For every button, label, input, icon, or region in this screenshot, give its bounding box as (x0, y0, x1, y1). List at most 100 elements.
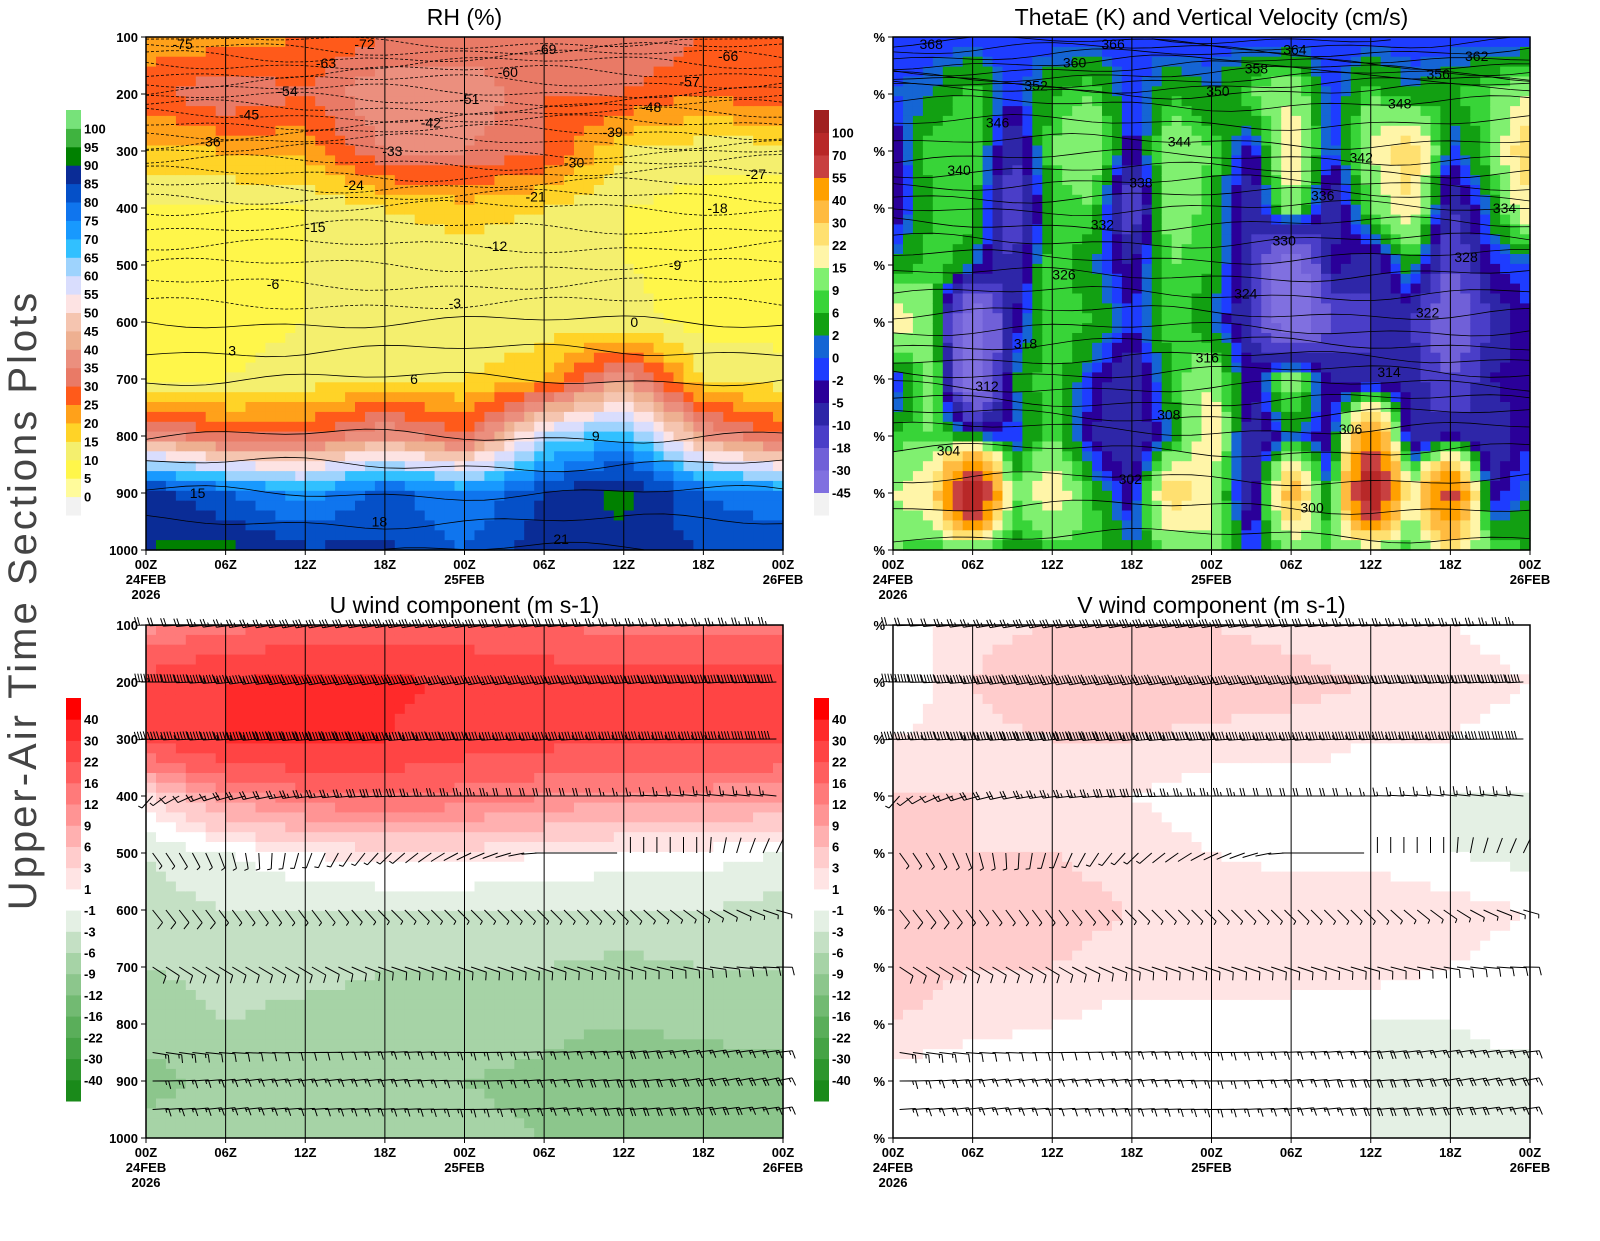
field-cell (554, 313, 565, 324)
field-cell (604, 382, 615, 393)
field-cell (1152, 323, 1163, 334)
field-cell (405, 422, 416, 433)
field-cell (674, 146, 685, 157)
field-cell (325, 303, 336, 314)
field-cell (1172, 422, 1183, 433)
field-cell (295, 254, 306, 265)
field-cell (385, 451, 396, 462)
field-cell (206, 234, 217, 245)
field-cell (1152, 155, 1163, 166)
field-cell (963, 195, 974, 206)
field-cell (1012, 294, 1023, 305)
field-cell (913, 461, 924, 472)
field-cell (494, 323, 505, 334)
field-cell (494, 165, 505, 176)
field-cell (993, 343, 1004, 354)
field-cell (693, 313, 704, 324)
field-cell (405, 106, 416, 117)
field-cell (644, 422, 655, 433)
field-cell (325, 126, 336, 137)
field-cell (445, 471, 456, 482)
field-cell (494, 333, 505, 344)
field-cell (1062, 313, 1073, 324)
field-cell (1132, 402, 1143, 413)
field-cell (723, 343, 734, 354)
field-cell (624, 244, 635, 255)
field-cell (365, 471, 376, 482)
field-cell (156, 234, 167, 245)
field-cell (385, 313, 396, 324)
field-cell (465, 126, 476, 137)
field-cell (395, 313, 406, 324)
field-cell (943, 333, 954, 344)
field-cell (445, 363, 456, 374)
field-cell (753, 520, 764, 531)
field-cell (973, 47, 984, 58)
field-cell (176, 323, 187, 334)
field-cell (654, 274, 665, 285)
field-cell (166, 343, 177, 354)
field-cell (1022, 363, 1033, 374)
field-cell (693, 412, 704, 423)
field-cell (753, 106, 764, 117)
field-cell (355, 412, 366, 423)
field-cell (664, 77, 675, 88)
colorbar-label: 80 (84, 195, 98, 210)
field-cell (943, 185, 954, 196)
field-cell (644, 392, 655, 403)
field-cell (345, 511, 356, 522)
field-cell (584, 333, 595, 344)
field-cell (465, 224, 476, 235)
field-cell (524, 274, 535, 285)
field-cell (564, 264, 575, 275)
field-cell (365, 372, 376, 383)
field-cell (973, 363, 984, 374)
field-cell (703, 392, 714, 403)
field-cell (574, 205, 585, 216)
field-cell (1022, 511, 1033, 522)
field-cell (534, 481, 545, 492)
field-cell (544, 106, 555, 117)
field-cell (554, 106, 565, 117)
field-cell (564, 402, 575, 413)
field-cell (315, 96, 326, 107)
field-cell (1052, 254, 1063, 265)
field-cell (713, 343, 724, 354)
colorbar-label: 65 (84, 250, 98, 265)
field-cell (1003, 244, 1014, 255)
field-cell (684, 126, 695, 137)
field-cell (733, 382, 744, 393)
field-cell (544, 481, 555, 492)
field-cell (614, 392, 625, 403)
x-date-label: 24FEB (126, 572, 166, 587)
field-cell (226, 205, 237, 216)
field-cell (963, 412, 974, 423)
field-cell (355, 363, 366, 374)
field-cell (604, 146, 615, 157)
field-cell (913, 323, 924, 334)
field-cell (494, 451, 505, 462)
field-cell (226, 442, 237, 453)
field-cell (604, 96, 615, 107)
field-cell (265, 116, 276, 127)
field-cell (385, 382, 396, 393)
field-cell (365, 392, 376, 403)
field-cell (1052, 451, 1063, 462)
field-cell (634, 402, 645, 413)
field-cell (723, 530, 734, 541)
field-cell (166, 432, 177, 443)
field-cell (216, 471, 227, 482)
field-cell (574, 264, 585, 275)
field-cell (913, 155, 924, 166)
field-cell (703, 224, 714, 235)
field-cell (903, 353, 914, 364)
field-cell (963, 37, 974, 48)
field-cell (435, 244, 446, 255)
colorbar-label: 0 (84, 490, 91, 505)
field-cell (634, 136, 645, 147)
field-cell (435, 451, 446, 462)
field-cell (355, 491, 366, 502)
field-cell (365, 224, 376, 235)
field-cell (504, 530, 515, 541)
field-cell (176, 254, 187, 265)
